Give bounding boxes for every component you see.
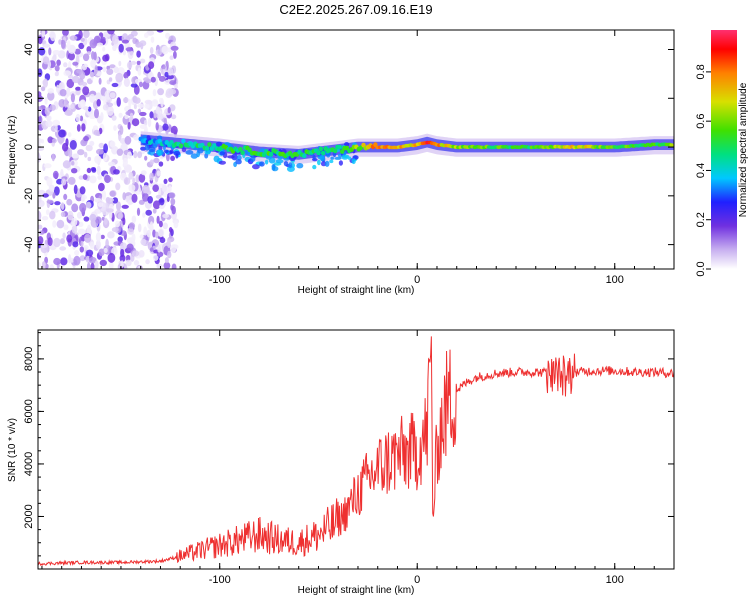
track-blob [185,150,194,155]
track-blob [312,155,316,160]
track-cell [373,142,378,148]
colorbar-ticks: 0.0 0.2 0.4 0.6 0.8 [695,64,711,277]
x-tick-label: 100 [606,574,624,586]
track-cell [321,150,326,156]
colorbar-tick-label: 0.8 [695,64,707,79]
track-blob [264,159,269,165]
track-cell [209,146,214,152]
track-cell [240,150,245,156]
spectrogram-xlabel: Height of straight line (km) [298,285,415,296]
x-tick-label: 0 [414,274,420,286]
y-tick-label: -40 [23,237,35,253]
track-blob [181,147,187,153]
track-cell [178,143,184,149]
y-tick-label: -20 [23,188,35,204]
spectrogram-panel: -100 0 100 -40 -20 0 20 40 Height of straight l… [7,29,675,296]
colorbar-label: Normalized spectral amplitude [738,82,749,217]
snr-xlabel: Height of straight line (km) [298,585,415,596]
track-blob [140,146,147,151]
track-cell [340,149,345,154]
snr-ticks: -100 0 100 2000 4000 6000 8000 [23,330,675,586]
track-blob [219,151,226,156]
track-cell [181,138,186,144]
track-blob [283,161,289,167]
colorbar-tick-label: 0.0 [695,261,707,276]
track-blob [144,144,150,151]
track-blob [218,160,226,165]
track-blob [275,159,284,164]
track-blob [235,159,242,165]
track-cell [247,147,252,153]
track-cell [261,152,267,158]
track-blob [271,163,276,170]
snr-ylabel: SNR (10 * v/v) [7,418,18,482]
y-tick-label: 20 [23,92,35,104]
track-cell [204,146,210,151]
colorbar: 0.0 0.2 0.4 0.6 0.8 Normalized spectral ampl… [695,30,749,277]
track-blob [147,151,151,155]
spectrogram-ylabel: Frequency (Hz) [7,116,18,185]
track-blob [312,164,317,170]
y-tick-label: 0 [23,144,35,150]
snr-frame [37,329,675,570]
track-blob [190,153,198,159]
track-blob [164,149,169,154]
track-blob [156,135,163,141]
track-cell [268,151,274,157]
track-blob [330,156,335,160]
track-blob [259,161,265,167]
track-cell [316,150,321,156]
track-blob [197,147,204,154]
colorbar-tick-label: 0.6 [695,114,707,129]
track-blob [351,158,356,165]
track-blob [347,156,352,160]
track-cell [302,153,307,159]
track-blob [324,160,330,167]
x-tick-label: 0 [414,574,420,586]
track-cell [669,143,674,147]
y-tick-label: 4000 [23,452,35,476]
spectrogram-plot-area [38,30,674,269]
snr-plot-area [38,336,674,567]
track-blob [319,155,325,162]
track-blob [148,146,156,153]
x-tick-label: 100 [606,274,624,286]
y-tick-label: 6000 [23,399,35,423]
track-cell [337,144,342,150]
track-blob [329,159,334,164]
track-blob [250,155,256,162]
track-blob [317,159,321,166]
colorbar-tick-label: 0.4 [695,163,707,178]
spectrogram-ticks: -100 0 100 -40 -20 0 20 40 [23,30,675,286]
track-blob [173,150,181,156]
colorbar-tick-label: 0.2 [695,212,707,227]
colorbar-gradient [711,30,737,269]
track-blob [338,160,343,166]
track-cell [238,146,243,152]
track-blob [227,155,235,159]
y-tick-label: 2000 [23,504,35,528]
x-tick-label: -100 [209,574,231,586]
track-blob [341,156,349,160]
track-blob [252,164,260,170]
track-cell [207,142,212,147]
track-blob [334,156,342,160]
spectrogram-frame [37,29,675,270]
track-blob [213,155,220,163]
track-blob [296,163,304,169]
track-blob [288,162,293,169]
y-tick-label: 40 [23,43,35,55]
track-blob [286,166,295,172]
y-tick-label: 8000 [23,347,35,371]
figure-title: C2E2.2025.267.09.16.E19 [279,2,432,17]
track-blob [169,149,175,154]
track-blob [157,149,162,156]
x-tick-label: -100 [209,274,231,286]
snr-series-line [38,336,674,567]
track-cell [318,146,323,152]
track-cell [332,148,338,154]
track-blob [204,153,209,159]
snr-panel: -100 0 100 2000 4000 6000 8000 Height of strai… [7,329,675,596]
